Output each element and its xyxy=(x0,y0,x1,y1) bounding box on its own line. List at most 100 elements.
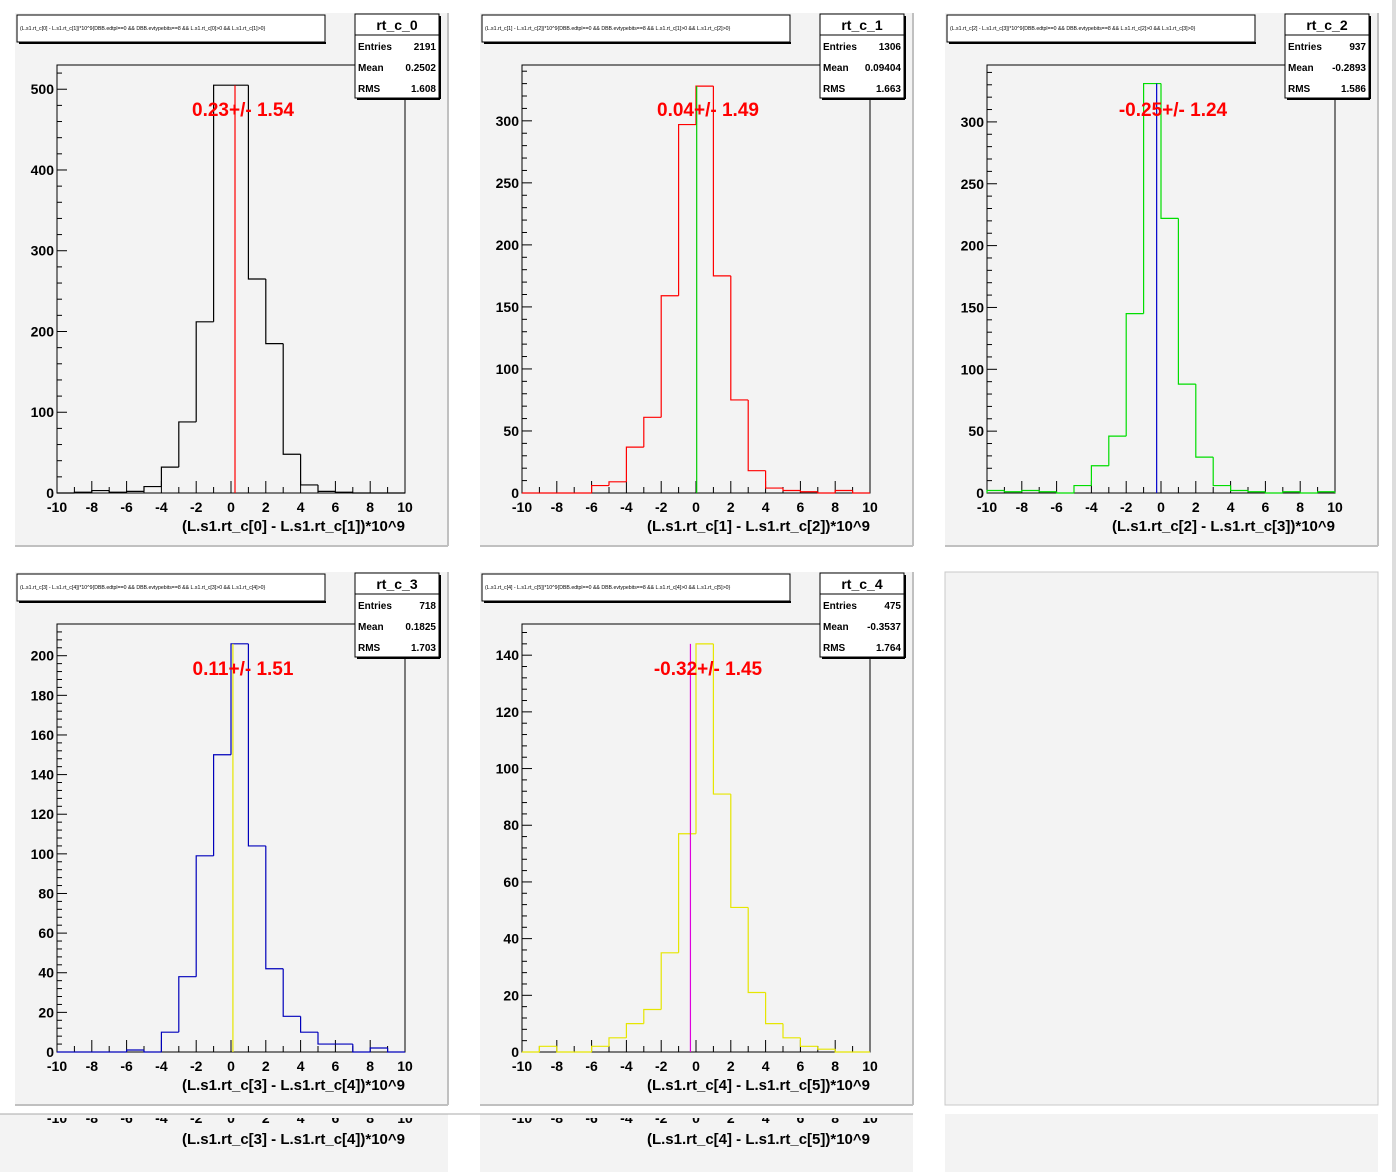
x-tick-label: -2 xyxy=(190,1058,203,1074)
histogram-bin xyxy=(1021,489,1040,492)
ghost-x-axis-label: (L.s1.rt_c[4] - L.s1.rt_c[5])*10^9 xyxy=(647,1131,870,1148)
histogram-bin xyxy=(126,490,144,493)
y-tick-label: 20 xyxy=(503,987,519,1003)
histogram-bin xyxy=(782,488,801,492)
histogram-bin xyxy=(352,1044,371,1053)
histogram-bin xyxy=(1317,491,1335,493)
histogram-bin xyxy=(747,399,766,472)
histogram-bin xyxy=(1143,82,1161,314)
histogram-bin xyxy=(712,643,731,795)
stats-histogram-name: rt_c_3 xyxy=(376,576,417,592)
x-tick-label: 4 xyxy=(762,499,770,515)
histogram-bin xyxy=(352,492,371,494)
empty-pad xyxy=(944,571,1379,1106)
histogram-title: (L.s1.rt_c[3] - L.s1.rt_c[4])*10^9{DBB.e… xyxy=(20,585,265,591)
x-tick-label: -10 xyxy=(977,499,997,515)
y-tick-label: 20 xyxy=(38,1004,54,1020)
stats-value: -0.2893 xyxy=(1332,63,1366,74)
x-tick-label: -6 xyxy=(585,1058,598,1074)
histogram-bin xyxy=(1264,491,1283,494)
histogram-bin xyxy=(213,754,231,856)
y-tick-label: 400 xyxy=(31,162,55,178)
x-tick-label: -6 xyxy=(1050,499,1063,515)
x-tick-label: 0 xyxy=(227,499,235,515)
y-tick-label: 180 xyxy=(31,687,55,703)
y-tick-label: 50 xyxy=(503,423,519,439)
x-axis-label: (L.s1.rt_c[0] - L.s1.rt_c[1])*10^9 xyxy=(182,518,405,535)
x-tick-label: 6 xyxy=(797,1058,805,1074)
x-tick-label: 2 xyxy=(262,1058,270,1074)
x-tick-label: -2 xyxy=(655,499,668,515)
histogram-bin xyxy=(765,470,783,489)
y-tick-label: 120 xyxy=(496,704,520,720)
right-edge xyxy=(1392,0,1396,1172)
x-tick-label: 4 xyxy=(297,1058,305,1074)
stats-label: Mean xyxy=(358,63,384,74)
histogram-pad-3: (L.s1.rt_c[3] - L.s1.rt_c[4])*10^9{DBB.e… xyxy=(15,572,449,1106)
histogram-bin xyxy=(1177,218,1196,385)
histogram-bin xyxy=(1073,484,1092,493)
y-tick-label: 250 xyxy=(961,176,985,192)
x-tick-label: 4 xyxy=(1227,499,1235,515)
stats-label: RMS xyxy=(823,643,846,654)
histogram-bin xyxy=(213,84,231,322)
stats-box xyxy=(819,572,905,658)
stats-value: 718 xyxy=(419,601,436,612)
histogram-bin xyxy=(625,1023,644,1038)
histogram-bin xyxy=(73,491,92,493)
x-tick-label: -10 xyxy=(47,499,67,515)
histogram-bin xyxy=(625,446,644,482)
stats-value: 937 xyxy=(1349,42,1366,53)
x-tick-label: -4 xyxy=(155,1058,168,1074)
histogram-bin xyxy=(317,484,336,492)
histogram-bin xyxy=(265,279,284,345)
histogram-bin xyxy=(799,490,818,493)
histogram-bin xyxy=(300,454,318,486)
histogram-bin xyxy=(1003,490,1022,493)
y-tick-label: 140 xyxy=(31,767,55,783)
y-tick-label: 160 xyxy=(31,727,55,743)
x-tick-label: -2 xyxy=(1120,499,1133,515)
x-tick-label: 8 xyxy=(366,499,374,515)
histogram-pad-0: (L.s1.rt_c[0] - L.s1.rt_c[1])*10^9{DBB.e… xyxy=(15,13,449,547)
title-box xyxy=(481,573,791,602)
stats-label: Entries xyxy=(823,42,857,53)
stats-histogram-name: rt_c_1 xyxy=(841,17,882,33)
histogram-bin xyxy=(1212,457,1231,487)
histogram-bin xyxy=(178,421,197,468)
x-tick-label: 6 xyxy=(332,1058,340,1074)
histogram-bin xyxy=(782,1023,801,1039)
stats-box xyxy=(819,13,905,99)
histogram-bin xyxy=(195,855,214,977)
histogram-bin xyxy=(282,968,301,1017)
stats-box xyxy=(354,13,440,99)
histogram-bin xyxy=(817,491,836,494)
histogram-bin xyxy=(678,123,696,296)
histogram-bin xyxy=(834,1049,853,1053)
x-tick-label: 10 xyxy=(397,499,413,515)
histogram-title: (L.s1.rt_c[1] - L.s1.rt_c[2])*10^9{DBB.e… xyxy=(485,26,730,32)
title-box xyxy=(481,14,791,43)
stats-label: Mean xyxy=(823,63,849,74)
title-box xyxy=(16,573,326,602)
y-tick-label: 40 xyxy=(38,965,54,981)
y-tick-label: 0 xyxy=(46,1044,54,1060)
histogram-bin xyxy=(556,1046,575,1053)
histogram-bin xyxy=(143,485,162,492)
x-tick-label: 10 xyxy=(862,499,878,515)
histogram-bin xyxy=(730,794,749,909)
stats-label: Entries xyxy=(1288,42,1322,53)
histogram-bin xyxy=(160,1031,179,1052)
ghost-strip xyxy=(480,1114,913,1172)
x-tick-label: -6 xyxy=(120,1058,133,1074)
y-tick-label: 200 xyxy=(961,238,985,254)
x-axis-label: (L.s1.rt_c[3] - L.s1.rt_c[4])*10^9 xyxy=(182,1077,405,1094)
x-tick-label: -8 xyxy=(551,1058,564,1074)
stats-value: 1306 xyxy=(879,42,902,53)
x-tick-label: 4 xyxy=(762,1058,770,1074)
x-tick-label: 8 xyxy=(1296,499,1304,515)
y-tick-label: 60 xyxy=(38,925,54,941)
histogram-bin xyxy=(660,295,679,418)
ghost-x-axis-label: (L.s1.rt_c[3] - L.s1.rt_c[4])*10^9 xyxy=(182,1131,405,1148)
